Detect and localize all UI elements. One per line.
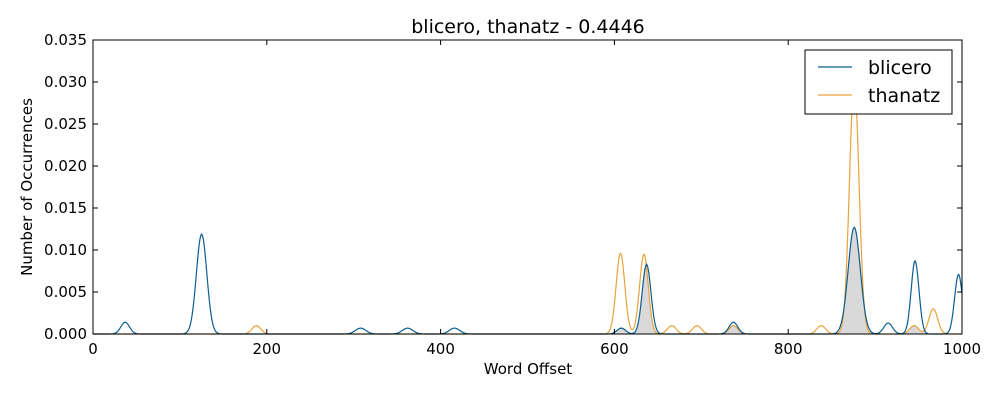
x-axis: 0 200 400 600 800 1000	[88, 40, 981, 358]
x-axis-label: Word Offset	[484, 360, 573, 378]
x-tick-label: 0	[88, 340, 98, 358]
y-tick-label: 0.005	[44, 283, 87, 301]
chart-title: blicero, thanatz - 0.4446	[411, 16, 645, 38]
y-tick-label: 0.030	[44, 73, 87, 91]
x-tick-label: 200	[252, 340, 281, 358]
x-tick-label: 400	[426, 340, 455, 358]
x-tick-label: 800	[774, 340, 803, 358]
legend-box	[804, 49, 953, 115]
y-tick-label: 0.035	[44, 31, 87, 49]
y-tick-label: 0.025	[44, 115, 87, 133]
legend: blicero thanatz	[804, 49, 953, 115]
legend-label-blicero: blicero	[868, 57, 932, 79]
y-axis: 0.000 0.005 0.010 0.015 0.020 0.025 0.030 0.035	[44, 31, 962, 343]
x-tick-label: 1000	[943, 340, 981, 358]
y-tick-label: 0.010	[44, 241, 87, 259]
y-axis-label: Number of Occurrences	[18, 98, 36, 276]
y-tick-label: 0.015	[44, 199, 87, 217]
plot-frame	[92, 39, 963, 335]
legend-label-thanatz: thanatz	[868, 85, 940, 107]
x-tick-label: 600	[600, 340, 629, 358]
y-tick-label: 0.000	[44, 325, 87, 343]
y-tick-label: 0.020	[44, 157, 87, 175]
